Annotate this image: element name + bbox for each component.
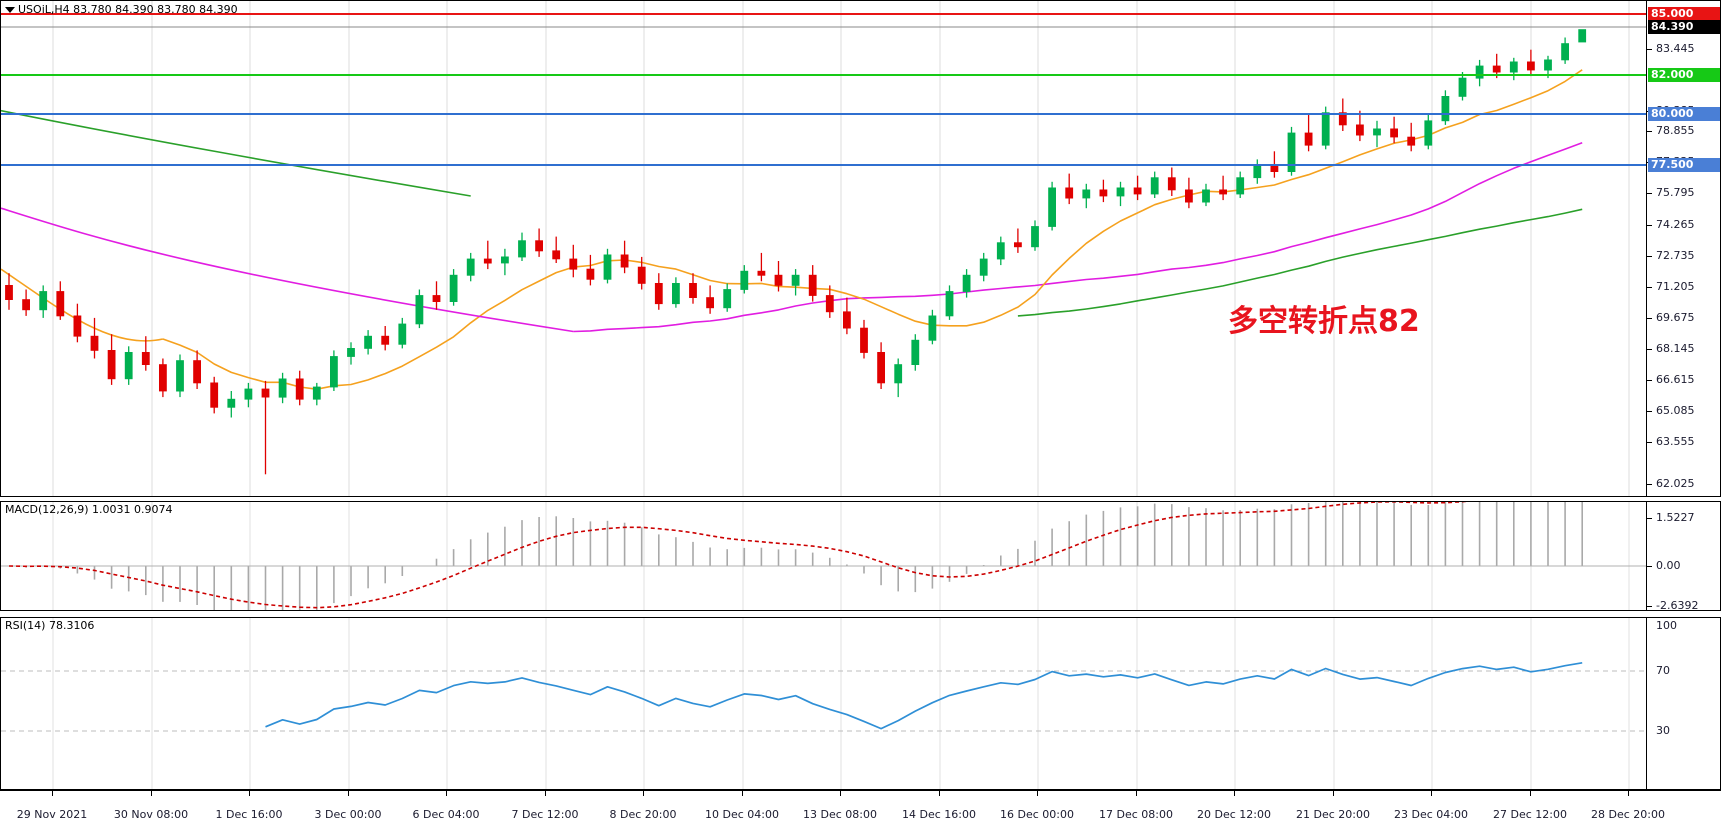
price-level-chip[interactable]: 85.000 bbox=[1648, 7, 1720, 21]
price-tick: 75.795 bbox=[1647, 187, 1695, 199]
price-level-chip[interactable]: 84.390 bbox=[1648, 20, 1720, 34]
rsi-pane[interactable]: RSI(14) 78.3106 100 70 30 bbox=[0, 617, 1721, 790]
price-tick: 63.555 bbox=[1647, 436, 1695, 448]
time-tick-mark bbox=[1431, 791, 1432, 796]
time-tick-label: 1 Dec 16:00 bbox=[215, 808, 283, 821]
rsi-label: RSI(14) 78.3106 bbox=[5, 619, 95, 632]
price-tick: 62.025 bbox=[1647, 478, 1695, 490]
price-series-svg bbox=[1, 1, 1646, 496]
time-tick-label: 10 Dec 04:00 bbox=[705, 808, 779, 821]
price-tick: 68.145 bbox=[1647, 343, 1695, 355]
price-pane[interactable]: USOiL,H4 83.780 84.390 83.780 84.390 83.… bbox=[0, 0, 1721, 497]
macd-plot-area[interactable] bbox=[1, 502, 1646, 610]
price-tick: 78.855 bbox=[1647, 125, 1695, 137]
macd-tick: 1.5227 bbox=[1647, 512, 1695, 524]
price-level-chip[interactable]: 82.000 bbox=[1648, 68, 1720, 82]
time-tick-mark bbox=[840, 791, 841, 796]
chart-annotation-text: 多空转折点82 bbox=[1228, 304, 1420, 339]
time-tick-label: 28 Dec 20:00 bbox=[1591, 808, 1665, 821]
time-tick-label: 21 Dec 20:00 bbox=[1296, 808, 1370, 821]
price-tick: 72.735 bbox=[1647, 250, 1695, 262]
time-tick-label: 20 Dec 12:00 bbox=[1197, 808, 1271, 821]
rsi-tick: 100 bbox=[1656, 619, 1677, 632]
rsi-axis[interactable]: 100 70 30 bbox=[1646, 618, 1720, 789]
price-tick: 71.205 bbox=[1647, 281, 1695, 293]
time-tick-label: 29 Nov 2021 bbox=[16, 808, 88, 821]
rsi-tick: 70 bbox=[1656, 664, 1670, 677]
macd-label: MACD(12,26,9) 1.0031 0.9074 bbox=[5, 503, 173, 516]
symbol-header: USOiL,H4 83.780 84.390 83.780 84.390 bbox=[18, 3, 238, 16]
macd-tick: 0.00 bbox=[1647, 560, 1681, 572]
time-tick-mark bbox=[1333, 791, 1334, 796]
macd-axis[interactable]: 1.5227 0.00 -2.6392 bbox=[1646, 502, 1720, 610]
price-tick: 66.615 bbox=[1647, 374, 1695, 386]
time-tick-mark bbox=[52, 791, 53, 796]
time-tick-mark bbox=[348, 791, 349, 796]
price-tick: 69.675 bbox=[1647, 312, 1695, 324]
chart-collapse-icon[interactable] bbox=[5, 7, 15, 13]
time-tick-mark bbox=[446, 791, 447, 796]
time-tick-mark bbox=[249, 791, 250, 796]
price-axis[interactable]: 83.44580.38578.85577.32575.79574.26572.7… bbox=[1646, 1, 1720, 496]
time-tick-mark bbox=[643, 791, 644, 796]
rsi-tick: 30 bbox=[1656, 724, 1670, 737]
time-axis[interactable]: 29 Nov 2021 30 Nov 08:00 1 Dec 16:00 3 Dec … bbox=[0, 790, 1721, 832]
time-tick-label: 17 Dec 08:00 bbox=[1099, 808, 1173, 821]
time-tick-mark bbox=[545, 791, 546, 796]
time-tick-mark bbox=[1136, 791, 1137, 796]
rsi-plot-area[interactable] bbox=[1, 618, 1646, 789]
time-tick-label: 30 Nov 08:00 bbox=[113, 808, 189, 821]
time-tick-mark bbox=[939, 791, 940, 796]
price-level-chip[interactable]: 77.500 bbox=[1648, 158, 1720, 172]
time-tick-mark bbox=[1234, 791, 1235, 796]
time-tick-mark bbox=[151, 791, 152, 796]
time-tick-label: 13 Dec 08:00 bbox=[803, 808, 877, 821]
time-tick-label: 3 Dec 00:00 bbox=[314, 808, 382, 821]
price-level-chip[interactable]: 80.000 bbox=[1648, 107, 1720, 121]
time-tick-mark bbox=[1628, 791, 1629, 796]
time-tick-mark bbox=[1530, 791, 1531, 796]
macd-tick: -2.6392 bbox=[1647, 600, 1698, 610]
rsi-series-svg bbox=[1, 618, 1646, 789]
time-tick-label: 14 Dec 16:00 bbox=[902, 808, 976, 821]
time-tick-label: 16 Dec 00:00 bbox=[1000, 808, 1074, 821]
time-tick-label: 6 Dec 04:00 bbox=[412, 808, 480, 821]
price-plot-area[interactable] bbox=[1, 1, 1646, 496]
time-tick-label: 27 Dec 12:00 bbox=[1493, 808, 1567, 821]
time-tick-label: 8 Dec 20:00 bbox=[609, 808, 677, 821]
price-tick: 74.265 bbox=[1647, 219, 1695, 231]
time-tick-label: 7 Dec 12:00 bbox=[511, 808, 579, 821]
time-tick-mark bbox=[742, 791, 743, 796]
macd-pane[interactable]: MACD(12,26,9) 1.0031 0.9074 1.5227 0.00 -2… bbox=[0, 501, 1721, 611]
time-tick-mark bbox=[1037, 791, 1038, 796]
price-tick: 83.445 bbox=[1647, 43, 1695, 55]
time-tick-label: 23 Dec 04:00 bbox=[1394, 808, 1468, 821]
price-tick: 65.085 bbox=[1647, 405, 1695, 417]
macd-series-svg bbox=[1, 502, 1646, 610]
